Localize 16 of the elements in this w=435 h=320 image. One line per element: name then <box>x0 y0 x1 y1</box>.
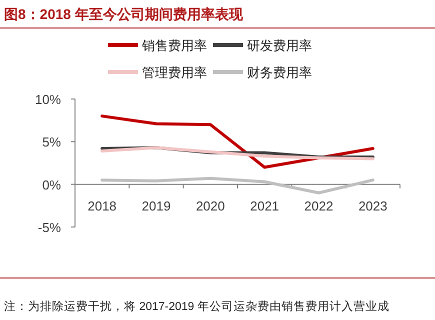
text: 注：为排除运费干扰，将 2017-2019 年公司运杂费由销售费用计入营业成 <box>4 299 390 313</box>
legend-label: 研发费用率 <box>247 38 312 53</box>
x-tick-label: 2018 <box>88 198 117 214</box>
y-tick-label: 0% <box>42 177 62 192</box>
legend-label: 管理费用率 <box>142 65 207 80</box>
y-tick-label: 5% <box>42 134 62 150</box>
y-tick-label: -5% <box>38 220 62 235</box>
legend-label: 财务费用率 <box>247 65 312 80</box>
x-tick-label: 2020 <box>196 198 225 214</box>
title: 图8：2018 年至今公司期间费用率表现 <box>4 6 243 22</box>
x-tick-label: 2019 <box>142 198 171 214</box>
x-tick-label: 2022 <box>304 198 334 214</box>
legend-label: 销售费用率 <box>141 38 207 53</box>
x-tick-label: 2021 <box>250 198 280 214</box>
y-tick-label: 10% <box>34 92 62 107</box>
x-tick-label: 2023 <box>358 198 388 214</box>
